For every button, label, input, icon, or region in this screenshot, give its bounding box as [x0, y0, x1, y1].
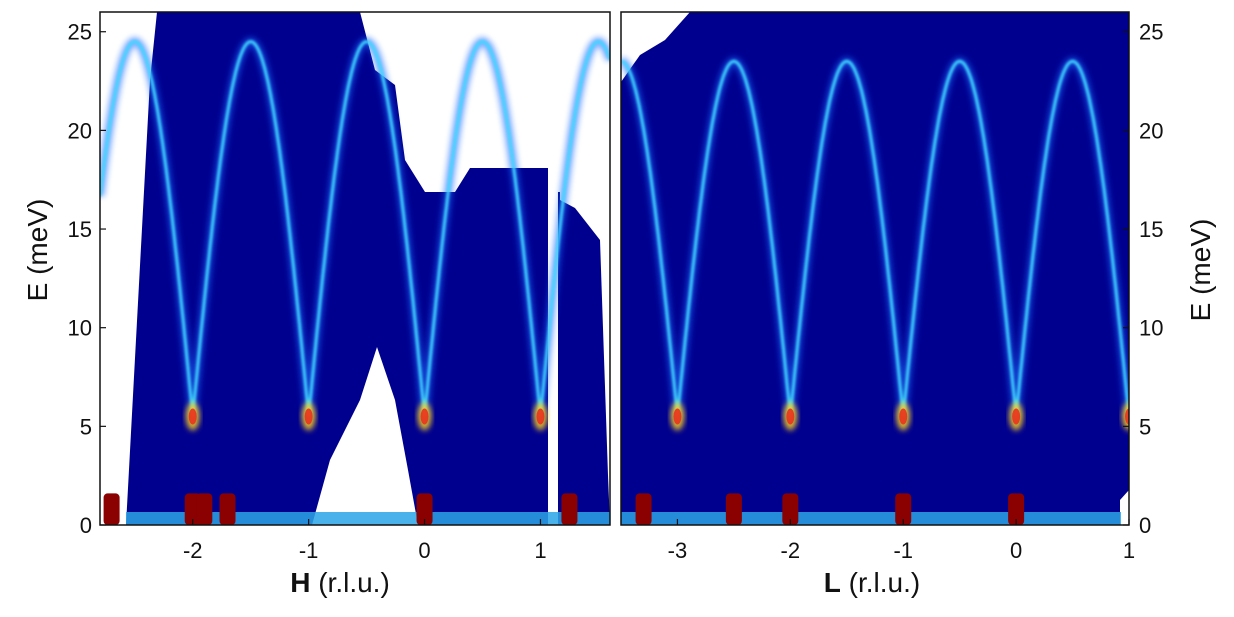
left-y-ticks: 0 5 10 15 20 25 — [68, 20, 106, 538]
right-y-axis-label: E (meV) — [1185, 219, 1216, 322]
right-x-tick-label: 1 — [1123, 538, 1135, 563]
right-x-tick-label: -3 — [668, 538, 688, 563]
right-x-axis-label: L (r.l.u.) — [824, 567, 920, 598]
left-y-tick-label: 5 — [80, 414, 92, 439]
left-gap-area — [312, 347, 418, 525]
right-x-tick-label: -1 — [893, 538, 913, 563]
left-plot-frame — [99, 11, 611, 526]
left-minimum-core — [420, 408, 429, 425]
right-minimum-core — [1012, 408, 1021, 425]
right-bragg-peak — [782, 493, 799, 525]
right-minimum-core — [899, 408, 908, 425]
left-x-ticks: -2 -1 0 1 — [183, 519, 547, 563]
right-dispersion — [621, 56, 1129, 431]
right-bragg-peak — [895, 493, 912, 525]
left-bragg-peak — [196, 493, 213, 525]
left-y-tick-label: 15 — [68, 217, 92, 242]
right-minimum-core — [673, 408, 682, 425]
right-bragg-peaks — [635, 493, 1025, 525]
right-y-tick-label: 20 — [1139, 118, 1163, 143]
left-dispersion-curve — [100, 40, 610, 417]
left-dispersion — [100, 37, 610, 431]
left-y-tick-label: 0 — [80, 513, 92, 538]
left-elastic-line — [126, 512, 610, 525]
left-coverage-area — [126, 12, 610, 525]
right-elastic-line — [621, 512, 1121, 525]
right-bragg-peak — [1008, 493, 1025, 525]
right-coverage-area — [621, 12, 1129, 525]
right-bragg-peak — [725, 493, 742, 525]
left-x-tick-label: -2 — [183, 538, 203, 563]
right-minimum-core — [1125, 408, 1129, 425]
right-minimum-core — [786, 408, 795, 425]
left-bragg-peaks — [103, 493, 578, 525]
left-minimum-core — [304, 408, 313, 425]
right-x-ticks: -3 -2 -1 0 1 — [668, 519, 1135, 563]
left-bragg-peak — [103, 493, 120, 525]
left-x-tick-label: 0 — [418, 538, 430, 563]
left-x-axis-label: H (r.l.u.) — [290, 567, 390, 598]
left-panel: -2 -1 0 1 0 5 10 15 20 25 H (r.l.u.) E (meV) — [22, 11, 611, 598]
right-y-tick-label: 5 — [1139, 414, 1151, 439]
left-minimum-core — [188, 408, 197, 425]
right-y-ticks: 0 5 10 15 20 25 — [1123, 20, 1163, 538]
right-x-tick-label: 0 — [1010, 538, 1022, 563]
left-x-tick-label: 1 — [534, 538, 546, 563]
left-y-tick-label: 10 — [68, 316, 92, 341]
left-y-tick-label: 20 — [68, 118, 92, 143]
left-bragg-peak — [416, 493, 433, 525]
right-x-tick-label: -2 — [781, 538, 801, 563]
right-y-tick-label: 0 — [1139, 513, 1151, 538]
right-y-tick-label: 15 — [1139, 217, 1163, 242]
right-dispersion-curve — [621, 59, 1129, 417]
left-y-axis-label: E (meV) — [22, 199, 53, 302]
right-plot-frame — [620, 11, 1130, 526]
right-y-tick-label: 25 — [1139, 20, 1163, 45]
left-bragg-peak — [561, 493, 578, 525]
right-bragg-peak — [635, 493, 652, 525]
left-y-tick-label: 25 — [68, 20, 92, 45]
left-x-tick-label: -1 — [299, 538, 319, 563]
left-minimum-core — [536, 408, 545, 425]
left-bragg-peak — [219, 493, 236, 525]
right-y-tick-label: 10 — [1139, 316, 1163, 341]
